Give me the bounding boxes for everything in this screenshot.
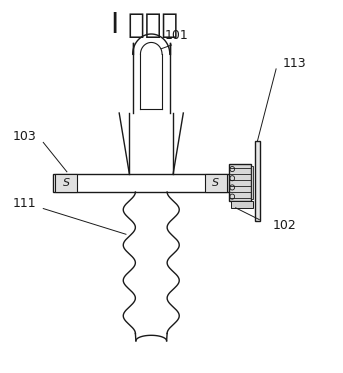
Text: S: S bbox=[63, 178, 70, 188]
Bar bbox=[251, 166, 253, 199]
Bar bbox=[54, 174, 229, 192]
Bar bbox=[230, 201, 253, 208]
Text: 103: 103 bbox=[13, 131, 37, 143]
Bar bbox=[56, 174, 78, 192]
Text: I 处放大: I 处放大 bbox=[111, 11, 178, 39]
Bar bbox=[205, 174, 227, 192]
Text: 113: 113 bbox=[283, 57, 307, 70]
Text: 101: 101 bbox=[165, 29, 188, 42]
Bar bbox=[229, 164, 251, 201]
Text: S: S bbox=[212, 178, 220, 188]
Text: 102: 102 bbox=[273, 219, 296, 232]
Bar bbox=[255, 141, 260, 222]
Text: 111: 111 bbox=[13, 197, 36, 210]
